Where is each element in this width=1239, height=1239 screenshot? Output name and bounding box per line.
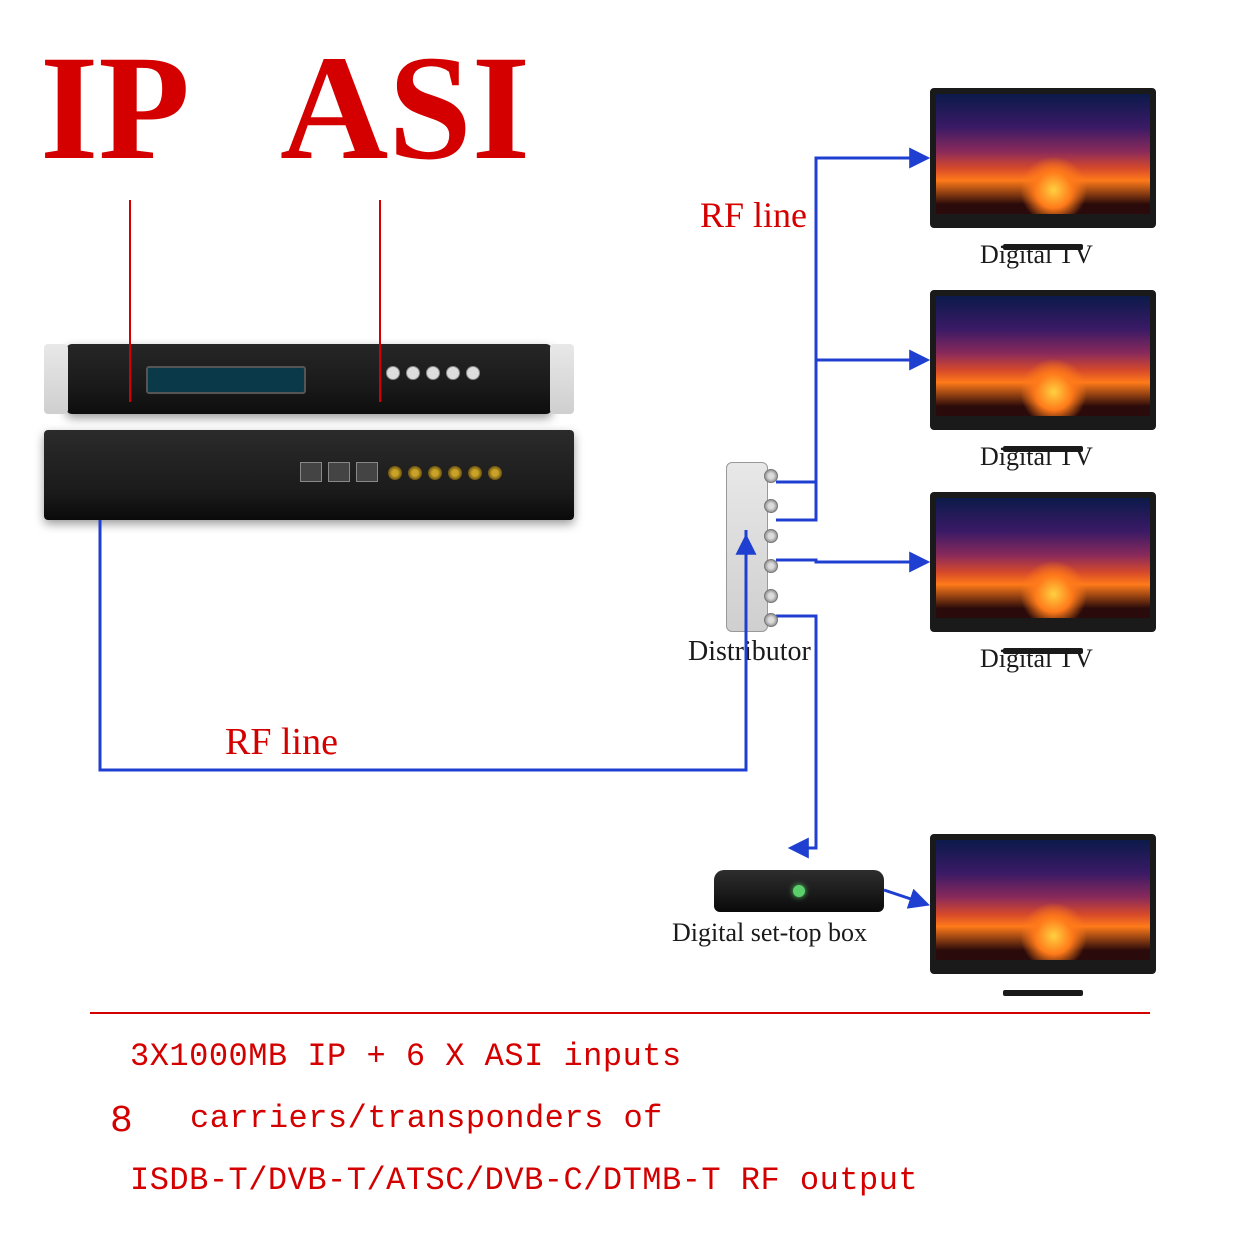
device-buttons xyxy=(386,366,480,380)
digital-tv xyxy=(930,88,1156,228)
distributor-box xyxy=(726,462,768,632)
spec-carriers-text: carriers/transponders of xyxy=(190,1100,663,1137)
set-top-box xyxy=(714,870,884,912)
digital-tv-label: Digital TV xyxy=(980,240,1093,270)
title-ip: IP xyxy=(40,22,190,194)
distributor-label: Distributor xyxy=(688,636,811,668)
distributor-port xyxy=(764,529,778,543)
spec-inputs: 3X1000MB IP + 6 X ASI inputs xyxy=(130,1038,682,1075)
rf-line-label-bottom: RF line xyxy=(225,720,338,764)
set-top-box-label: Digital set-top box xyxy=(672,918,867,948)
rf-line-label-top: RF line xyxy=(700,194,807,236)
digital-tv xyxy=(930,290,1156,430)
device-ethernet-ports xyxy=(300,462,378,482)
separator-line xyxy=(90,1012,1150,1014)
tv-stand xyxy=(1003,990,1083,996)
title-asi: ASI xyxy=(280,22,530,194)
distributor-port xyxy=(764,589,778,603)
digital-tv-label: Digital TV xyxy=(980,644,1093,674)
device-bnc-ports xyxy=(388,466,502,480)
spec-carriers-count: 8 xyxy=(110,1100,133,1143)
digital-tv-label: Digital TV xyxy=(980,442,1093,472)
digital-tv xyxy=(930,492,1156,632)
distributor-port xyxy=(764,559,778,573)
modulator-device-front xyxy=(66,344,552,414)
spec-rf-output: ISDB-T/DVB-T/ATSC/DVB-C/DTMB-T RF output xyxy=(130,1162,918,1199)
distributor-port xyxy=(764,469,778,483)
digital-tv xyxy=(930,834,1156,974)
distributor-port xyxy=(764,499,778,513)
device-lcd xyxy=(146,366,306,394)
distributor-port xyxy=(764,613,778,627)
